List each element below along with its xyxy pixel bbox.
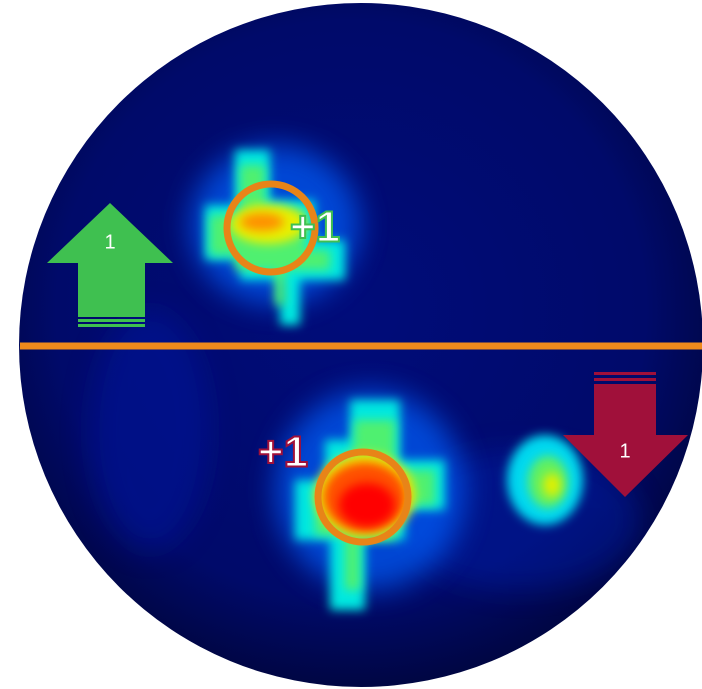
hotspot-bottom xyxy=(275,390,465,610)
event-label: +1 xyxy=(258,428,308,477)
event-label: +1 xyxy=(290,203,340,252)
tracked-object xyxy=(223,180,319,276)
hotspot-right xyxy=(507,435,583,525)
up-count: 1 xyxy=(104,231,115,253)
down-counter: 1 xyxy=(563,372,688,497)
down-count: 1 xyxy=(619,440,630,462)
tracked-object xyxy=(314,448,412,546)
up-counter: 1 xyxy=(47,203,173,327)
